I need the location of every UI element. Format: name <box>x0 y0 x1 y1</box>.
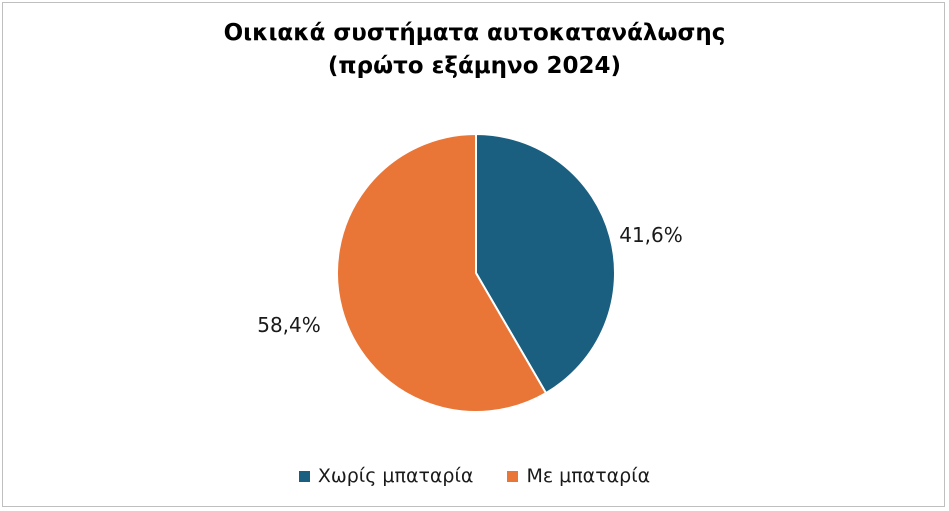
data-label-with-battery: 58,4% <box>257 313 321 337</box>
legend-item-with-battery: Με μπαταρία <box>507 465 650 487</box>
legend-swatch-with-battery <box>507 470 519 482</box>
chart-title: Οικιακά συστήματα αυτοκατανάλωσης (πρώτο… <box>3 17 946 83</box>
chart-title-line-2: (πρώτο εξάμηνο 2024) <box>327 53 622 79</box>
pie-chart: 41,6% 58,4% <box>257 132 683 413</box>
legend-label-with-battery: Με μπαταρία <box>526 465 651 487</box>
pie-slice-without-battery <box>475 132 616 395</box>
chart-legend: Χωρίς μπαταρία Με μπαταρία <box>3 465 946 487</box>
chart-title-line-1: Οικιακά συστήματα αυτοκατανάλωσης <box>223 20 726 46</box>
legend-item-without-battery: Χωρίς μπαταρία <box>298 465 474 487</box>
pie-slice-with-battery <box>336 132 548 413</box>
legend-swatch-without-battery <box>298 470 310 482</box>
legend-label-without-battery: Χωρίς μπαταρία <box>317 465 474 487</box>
data-label-without-battery: 41,6% <box>619 223 683 247</box>
